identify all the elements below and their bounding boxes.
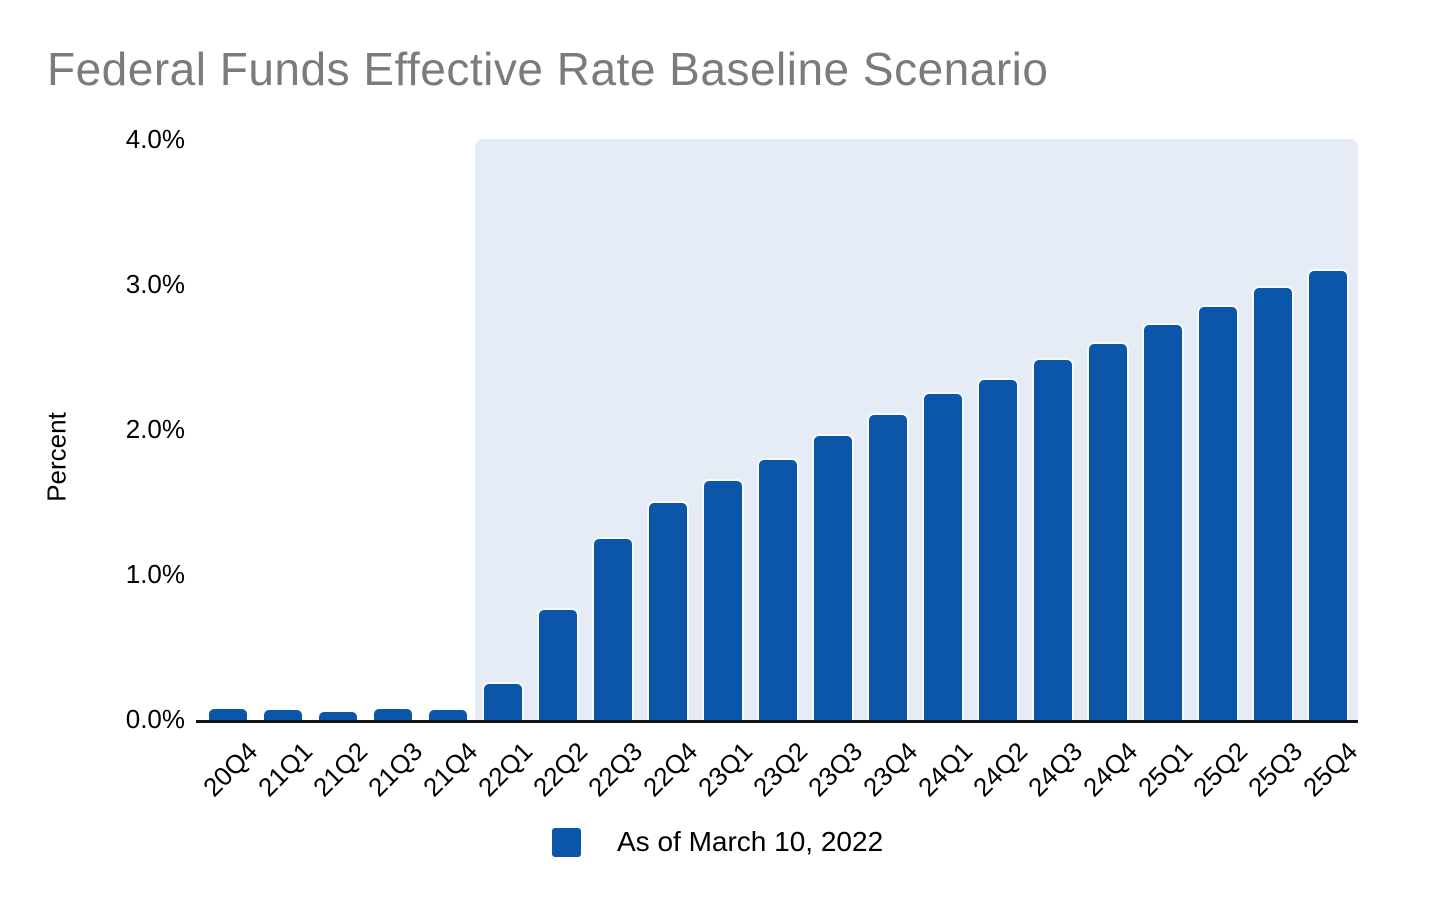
y-axis-title: Percent xyxy=(41,412,72,502)
bar-24Q3 xyxy=(1033,359,1072,721)
legend: As of March 10, 2022 xyxy=(552,826,883,858)
bar-25Q1 xyxy=(1143,324,1182,721)
legend-swatch-icon xyxy=(552,827,581,857)
bar-23Q2 xyxy=(758,459,797,721)
bar-23Q1 xyxy=(703,481,742,721)
bar-24Q2 xyxy=(978,379,1017,721)
bar-21Q2 xyxy=(318,711,357,721)
y-tick-label: 2.0% xyxy=(125,414,185,444)
bar-25Q2 xyxy=(1198,307,1237,721)
bar-21Q1 xyxy=(263,710,302,721)
bar-20Q4 xyxy=(208,708,247,721)
bar-22Q3 xyxy=(593,539,632,721)
bar-22Q4 xyxy=(648,503,687,721)
bar-25Q3 xyxy=(1253,288,1292,721)
x-axis-line xyxy=(196,720,1358,723)
bar-24Q4 xyxy=(1088,343,1127,721)
bar-21Q4 xyxy=(428,710,467,721)
chart-title: Federal Funds Effective Rate Baseline Sc… xyxy=(47,43,1049,95)
bar-25Q4 xyxy=(1308,271,1347,721)
bar-23Q3 xyxy=(813,436,852,721)
bar-24Q1 xyxy=(923,394,962,721)
y-tick-label: 3.0% xyxy=(125,269,185,299)
y-tick-label: 1.0% xyxy=(125,559,185,589)
bar-22Q1 xyxy=(483,684,522,721)
bar-23Q4 xyxy=(868,414,907,721)
legend-label: As of March 10, 2022 xyxy=(617,826,884,857)
bar-22Q2 xyxy=(538,610,577,721)
y-tick-label: 0.0% xyxy=(125,704,185,734)
y-tick-label: 4.0% xyxy=(125,124,185,154)
bar-21Q3 xyxy=(373,708,412,721)
